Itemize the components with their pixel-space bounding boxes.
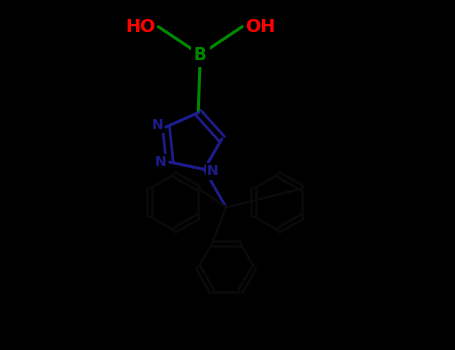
Text: OH: OH — [245, 18, 275, 36]
Text: HO: HO — [125, 18, 155, 36]
Text: N: N — [155, 155, 167, 169]
Text: N: N — [207, 164, 219, 178]
Text: N: N — [152, 118, 163, 132]
Text: B: B — [194, 46, 207, 64]
